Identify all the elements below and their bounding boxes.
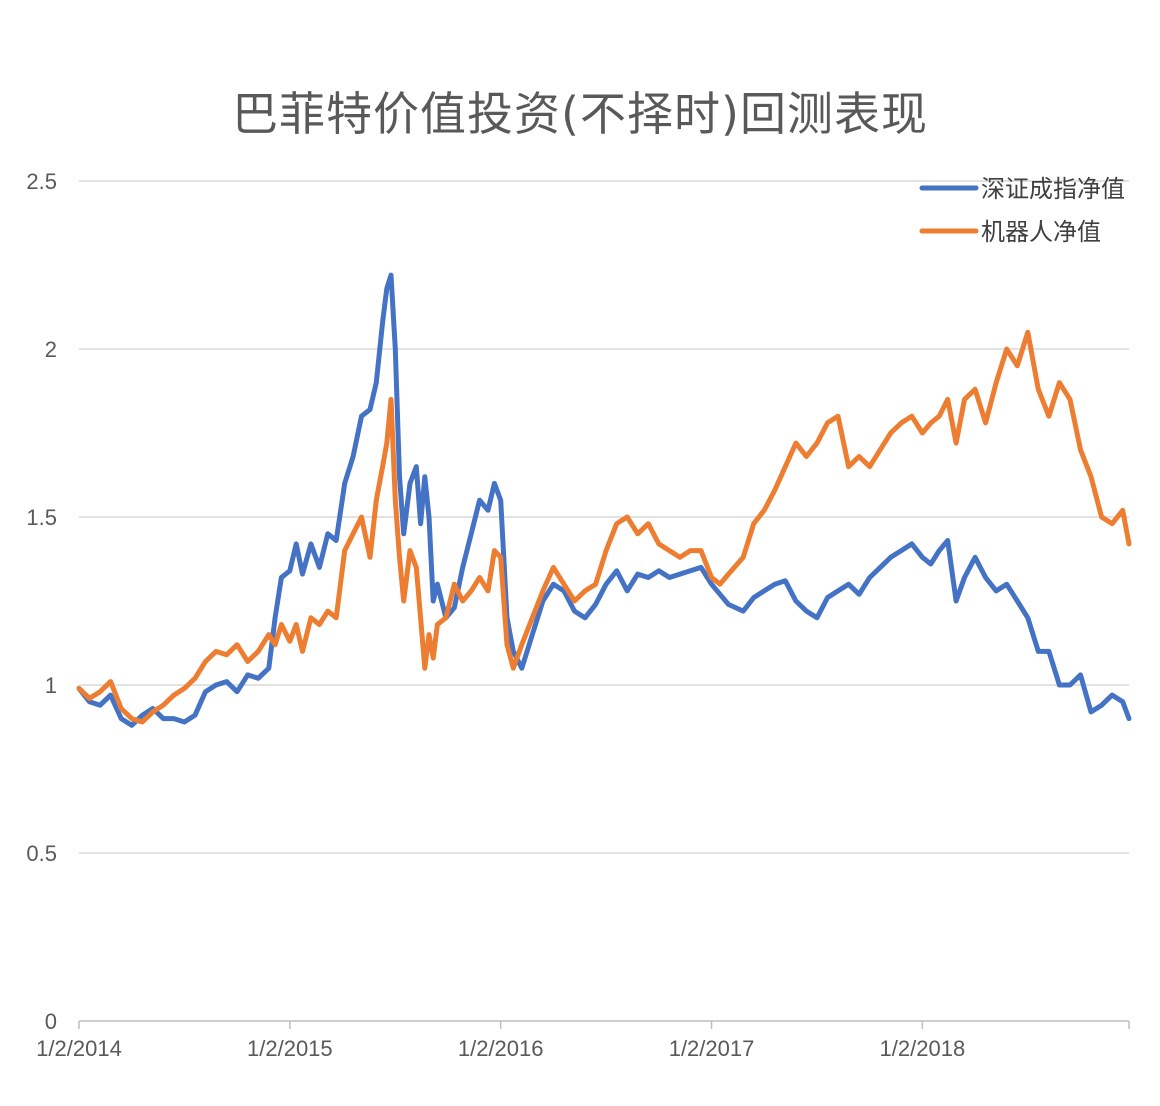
series-line-1 <box>76 329 1132 725</box>
y-tick-label: 1 <box>45 673 57 698</box>
y-tick-label: 2.5 <box>26 169 57 194</box>
x-axis: 1/2/2014 1/2/2015 1/2/2016 1/2/2017 1/2/2018 <box>36 1020 1130 1061</box>
x-tick-label: 1/2/2016 <box>458 1036 544 1061</box>
gridlines <box>79 180 1129 854</box>
y-tick-label: 2 <box>45 337 57 362</box>
legend-label-1: 机器人净值 <box>981 218 1101 246</box>
y-tick-label: 1.5 <box>26 505 57 530</box>
x-tick-label: 1/2/2014 <box>36 1036 122 1061</box>
chart-title: 巴菲特价值投资(不择时)回测表现 <box>232 87 928 141</box>
series-line-0 <box>76 272 1132 728</box>
x-tick-label: 1/2/2018 <box>880 1036 966 1061</box>
y-tick-label: 0.5 <box>26 841 57 866</box>
x-tick-label: 1/2/2015 <box>247 1036 333 1061</box>
x-tick-label: 1/2/2017 <box>669 1036 755 1061</box>
legend-label-0: 深证成指净值 <box>981 175 1125 203</box>
series-lines <box>76 272 1132 728</box>
y-tick-label: 0 <box>45 1009 57 1034</box>
y-axis-ticks: 0 0.5 1 1.5 2 2.5 <box>26 169 57 1034</box>
